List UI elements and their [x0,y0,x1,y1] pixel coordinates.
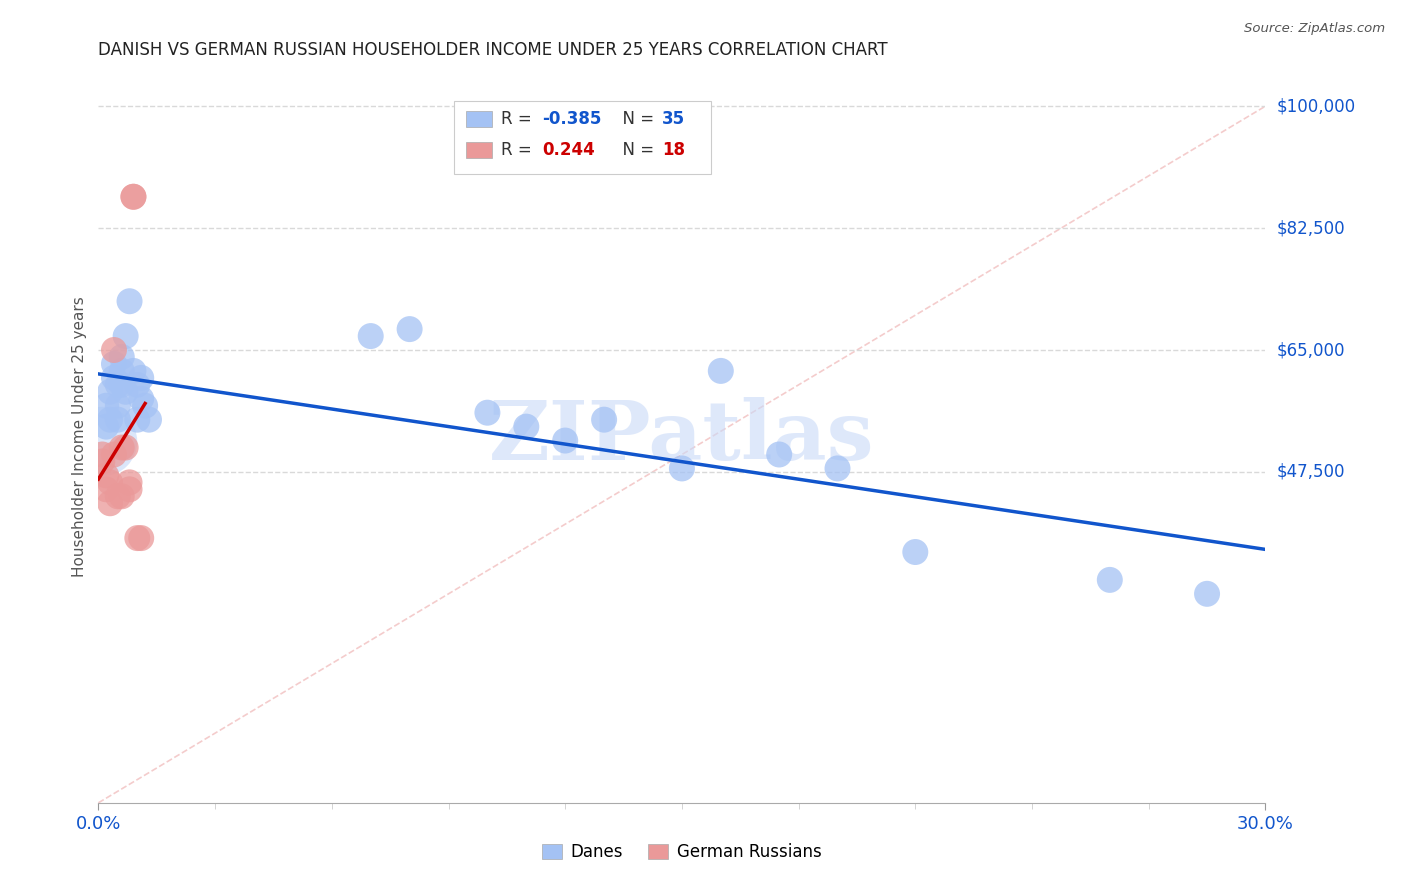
Point [107,377,129,392]
Point [111,489,134,503]
Point [96,419,118,434]
Point [91,454,114,468]
Point [129,371,152,385]
Point [96,468,118,483]
Point [554,434,576,448]
Point [107,489,129,503]
Point [904,545,927,559]
Point [98,475,121,490]
Text: Source: ZipAtlas.com: Source: ZipAtlas.com [1244,22,1385,36]
Text: N =: N = [612,141,659,160]
Point [827,461,849,475]
Point [103,343,125,357]
Point [118,483,141,497]
Text: 18: 18 [662,141,685,160]
Point [114,441,136,455]
Point [107,412,129,426]
Point [122,190,145,204]
Text: R =: R = [501,141,543,160]
Text: $82,500: $82,500 [1277,219,1346,237]
Text: $100,000: $100,000 [1277,97,1357,115]
Point [98,412,121,426]
Point [98,384,121,399]
Point [96,399,118,413]
Legend: Danes, German Russians: Danes, German Russians [536,837,828,868]
Point [103,448,125,462]
Point [114,384,136,399]
Point [103,371,125,385]
Point [768,448,790,462]
Point [122,364,145,378]
FancyBboxPatch shape [454,101,711,174]
Point [360,329,382,343]
Text: 0.244: 0.244 [541,141,595,160]
Point [111,350,134,364]
FancyBboxPatch shape [465,143,492,159]
Point [118,475,141,490]
Point [671,461,693,475]
Point [593,412,616,426]
Point [1098,573,1121,587]
Point [138,412,160,426]
FancyBboxPatch shape [465,111,492,127]
Text: ZIPatlas: ZIPatlas [489,397,875,477]
Point [96,483,118,497]
Point [107,399,129,413]
Point [127,412,149,426]
Point [111,441,134,455]
Point [127,531,149,545]
Y-axis label: Householder Income Under 25 years: Householder Income Under 25 years [72,297,87,577]
Point [114,329,136,343]
Text: $65,000: $65,000 [1277,341,1346,359]
Point [111,364,134,378]
Point [515,419,537,434]
Text: -0.385: -0.385 [541,110,602,128]
Point [129,531,152,545]
Point [98,496,121,510]
Point [118,294,141,309]
Point [91,448,114,462]
Point [91,434,114,448]
Point [111,377,134,392]
Point [127,377,149,392]
Text: N =: N = [612,110,659,128]
Text: DANISH VS GERMAN RUSSIAN HOUSEHOLDER INCOME UNDER 25 YEARS CORRELATION CHART: DANISH VS GERMAN RUSSIAN HOUSEHOLDER INC… [98,41,889,59]
Point [477,406,499,420]
Point [710,364,733,378]
Point [398,322,420,336]
Point [122,190,145,204]
Text: 35: 35 [662,110,685,128]
Point [1195,587,1218,601]
Point [103,357,125,371]
Point [134,399,156,413]
Text: R =: R = [501,110,537,128]
Text: $47,500: $47,500 [1277,463,1346,481]
Point [129,392,152,406]
